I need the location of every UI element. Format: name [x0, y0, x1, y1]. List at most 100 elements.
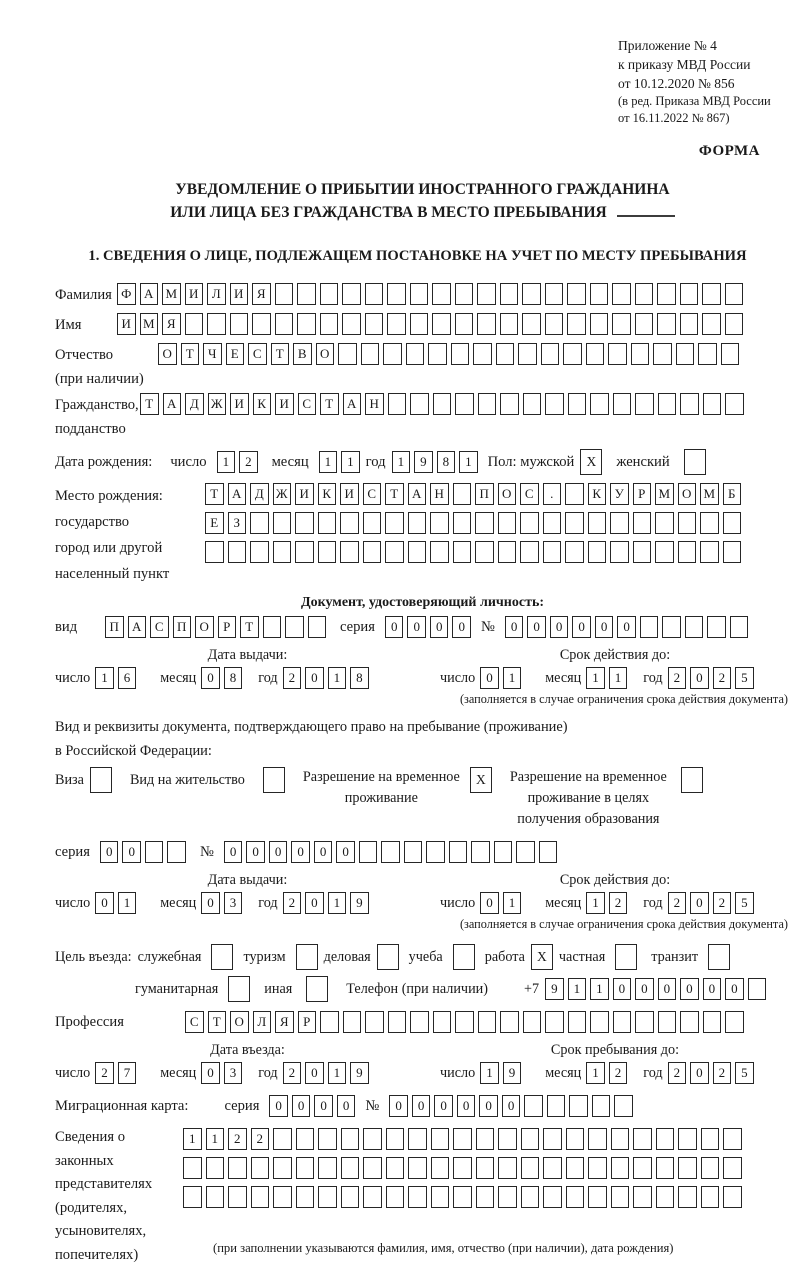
sex-female-checkbox[interactable]: [683, 449, 706, 475]
char-cell[interactable]: [546, 1095, 566, 1117]
char-cell[interactable]: [144, 841, 164, 863]
char-cell[interactable]: [498, 1157, 517, 1179]
char-cell[interactable]: [455, 1011, 474, 1033]
char-cell[interactable]: [497, 512, 516, 534]
char-cell[interactable]: 9: [350, 1062, 369, 1084]
char-cell[interactable]: 0: [201, 892, 220, 914]
char-cell[interactable]: [632, 541, 651, 563]
char-cell[interactable]: [520, 1157, 539, 1179]
char-cell[interactable]: [679, 313, 698, 335]
char-cell[interactable]: [250, 1186, 269, 1208]
char-cell[interactable]: [633, 1128, 652, 1150]
char-cell[interactable]: [383, 343, 402, 365]
char-cell[interactable]: [565, 541, 584, 563]
char-cell[interactable]: [205, 1157, 224, 1179]
purpose-official-checkbox[interactable]: [211, 944, 234, 970]
char-cell[interactable]: И: [117, 313, 136, 335]
char-cell[interactable]: [700, 1186, 719, 1208]
char-cell[interactable]: 0: [336, 841, 355, 863]
char-cell[interactable]: [729, 616, 749, 638]
char-cell[interactable]: [588, 1128, 607, 1150]
char-cell[interactable]: [612, 283, 631, 305]
char-cell[interactable]: [543, 1186, 562, 1208]
char-cell[interactable]: К: [587, 483, 606, 505]
char-cell[interactable]: Я: [252, 283, 271, 305]
char-cell[interactable]: 0: [725, 978, 744, 1000]
char-cell[interactable]: 0: [291, 841, 310, 863]
char-cell[interactable]: 0: [452, 616, 471, 638]
char-cell[interactable]: [633, 1186, 652, 1208]
char-cell[interactable]: [657, 283, 676, 305]
char-cell[interactable]: [723, 1186, 742, 1208]
char-cell[interactable]: 1: [608, 667, 628, 689]
char-cell[interactable]: [409, 283, 428, 305]
char-cell[interactable]: [655, 1186, 674, 1208]
char-cell[interactable]: Н: [430, 483, 449, 505]
char-cell[interactable]: 0: [635, 978, 654, 1000]
char-cell[interactable]: [700, 1157, 719, 1179]
char-cell[interactable]: [608, 343, 627, 365]
char-cell[interactable]: [430, 1128, 449, 1150]
char-cell[interactable]: 0: [690, 1062, 709, 1084]
char-cell[interactable]: Т: [207, 1011, 226, 1033]
char-cell[interactable]: [450, 343, 469, 365]
char-cell[interactable]: [498, 1128, 517, 1150]
visa-checkbox[interactable]: [89, 767, 112, 793]
char-cell[interactable]: Е: [225, 343, 244, 365]
char-cell[interactable]: 0: [389, 1095, 408, 1117]
char-cell[interactable]: [678, 1157, 697, 1179]
char-cell[interactable]: [250, 512, 269, 534]
char-cell[interactable]: 2: [239, 451, 258, 473]
char-cell[interactable]: [405, 343, 424, 365]
char-cell[interactable]: [678, 1128, 697, 1150]
char-cell[interactable]: [295, 1157, 314, 1179]
char-cell[interactable]: 0: [384, 616, 404, 638]
char-cell[interactable]: [477, 393, 496, 415]
purpose-business-checkbox[interactable]: [376, 944, 399, 970]
char-cell[interactable]: И: [184, 283, 203, 305]
char-cell[interactable]: [453, 1186, 472, 1208]
char-cell[interactable]: [297, 283, 316, 305]
char-cell[interactable]: [612, 313, 631, 335]
char-cell[interactable]: [410, 393, 429, 415]
char-cell[interactable]: [408, 1157, 427, 1179]
char-cell[interactable]: 1: [586, 667, 605, 689]
char-cell[interactable]: [610, 512, 629, 534]
char-cell[interactable]: 3: [223, 1062, 243, 1084]
char-cell[interactable]: Т: [385, 483, 404, 505]
edu-residence-checkbox[interactable]: [680, 767, 703, 793]
char-cell[interactable]: [698, 343, 717, 365]
char-cell[interactable]: [587, 541, 606, 563]
char-cell[interactable]: [632, 512, 651, 534]
char-cell[interactable]: [543, 1128, 562, 1150]
char-cell[interactable]: [475, 1128, 494, 1150]
char-cell[interactable]: [362, 541, 381, 563]
char-cell[interactable]: [500, 1011, 519, 1033]
char-cell[interactable]: [387, 1011, 406, 1033]
char-cell[interactable]: 8: [436, 451, 456, 473]
char-cell[interactable]: 1: [327, 667, 347, 689]
char-cell[interactable]: В: [293, 343, 312, 365]
char-cell[interactable]: [272, 512, 291, 534]
char-cell[interactable]: [635, 1011, 654, 1033]
char-cell[interactable]: 9: [502, 1062, 522, 1084]
char-cell[interactable]: 0: [690, 667, 709, 689]
char-cell[interactable]: С: [297, 393, 316, 415]
char-cell[interactable]: 0: [95, 892, 114, 914]
char-cell[interactable]: [318, 1157, 337, 1179]
char-cell[interactable]: [612, 1011, 631, 1033]
char-cell[interactable]: 1: [205, 1128, 224, 1150]
char-cell[interactable]: [565, 1128, 584, 1150]
char-cell[interactable]: [364, 283, 383, 305]
char-cell[interactable]: Е: [205, 512, 224, 534]
char-cell[interactable]: 1: [459, 451, 478, 473]
char-cell[interactable]: [452, 483, 471, 505]
char-cell[interactable]: [498, 1186, 517, 1208]
char-cell[interactable]: [426, 841, 445, 863]
char-cell[interactable]: Л: [252, 1011, 271, 1033]
char-cell[interactable]: [272, 541, 291, 563]
char-cell[interactable]: [725, 393, 744, 415]
char-cell[interactable]: [295, 512, 314, 534]
char-cell[interactable]: [524, 1095, 543, 1117]
char-cell[interactable]: 0: [99, 841, 119, 863]
